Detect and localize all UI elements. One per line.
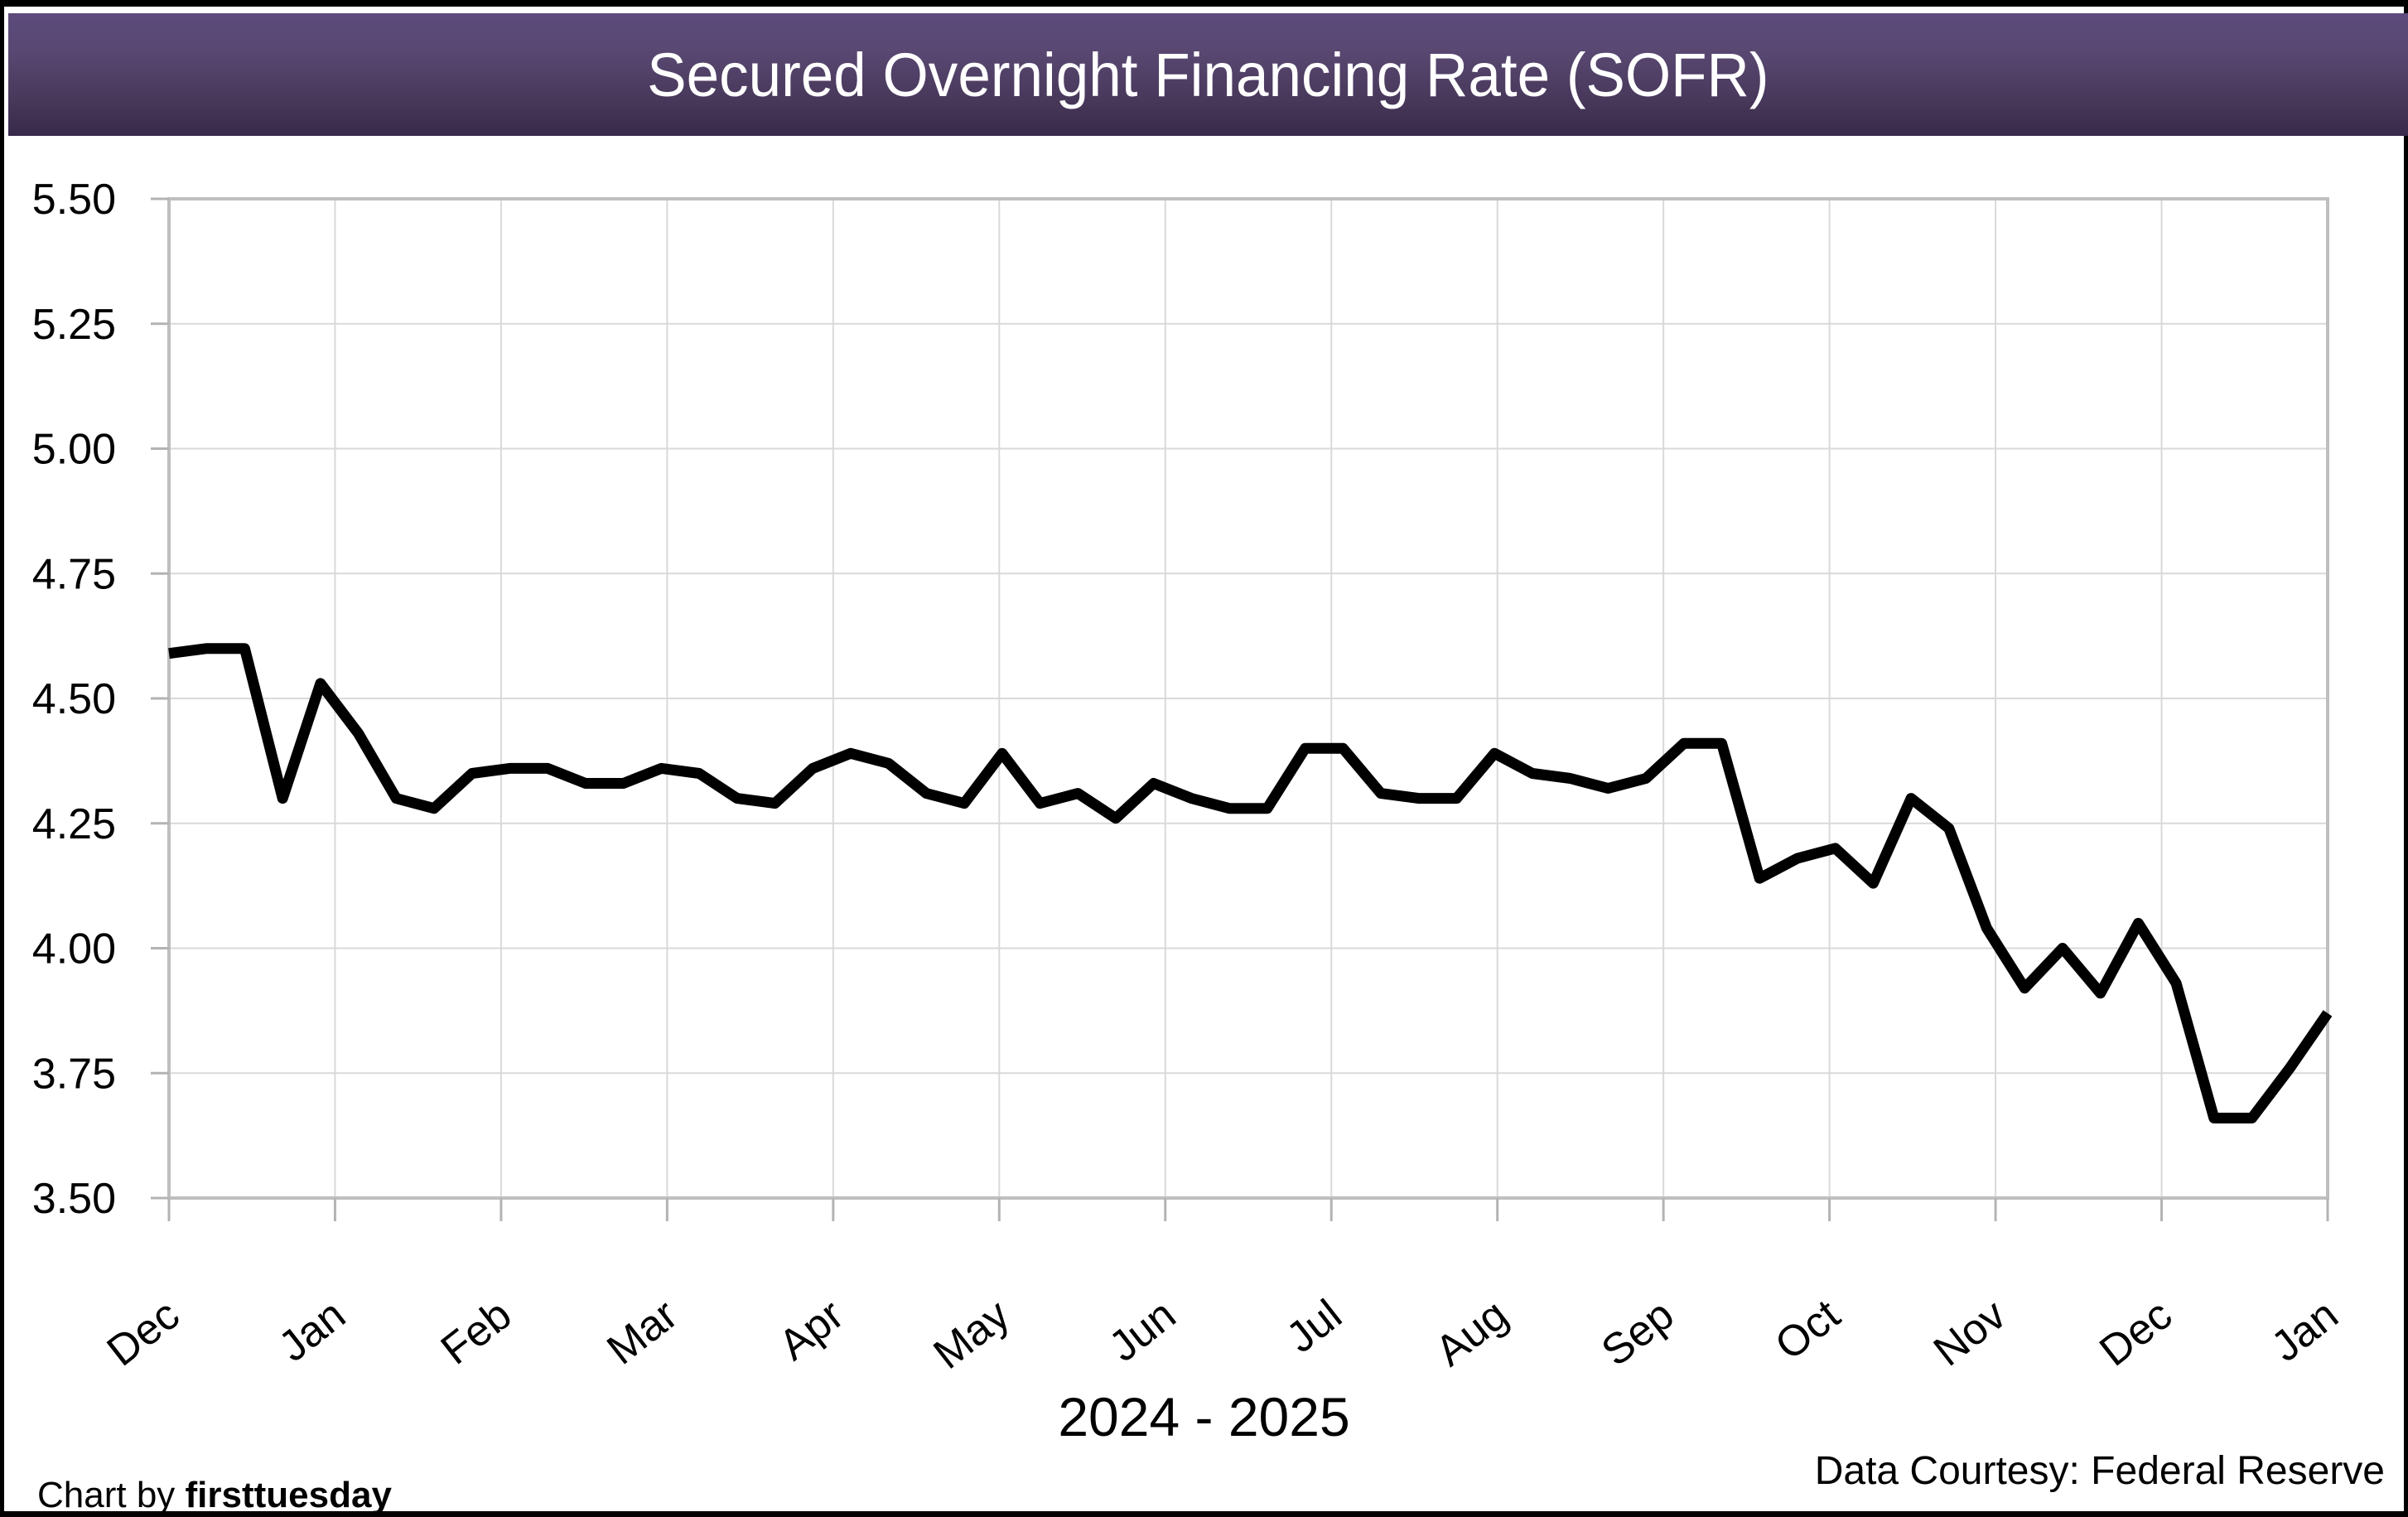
- y-axis-tick-label: 5.25: [32, 301, 116, 349]
- y-axis-tick-label: 4.50: [32, 675, 116, 723]
- x-month-label: Mar: [598, 1291, 686, 1374]
- x-month-label: Aug: [1426, 1291, 1517, 1376]
- y-axis-tick-label: 4.00: [32, 925, 116, 973]
- x-month-label: Jun: [1100, 1291, 1185, 1371]
- x-month-label: Dec: [2091, 1291, 2181, 1376]
- y-axis-tick-label: 5.50: [32, 176, 116, 224]
- y-axis-tick-label: 4.75: [32, 550, 116, 598]
- y-axis-tick-label: 5.00: [32, 426, 116, 474]
- data-courtesy-label: Data Courtesy: Federal Reserve: [1814, 1449, 2385, 1493]
- page-title: Secured Overnight Financing Rate (SOFR): [647, 40, 1769, 109]
- x-month-label: Oct: [1767, 1290, 1850, 1370]
- title-banner: Secured Overnight Financing Rate (SOFR): [8, 13, 2408, 136]
- chart-credit-prefix: Chart by: [37, 1475, 186, 1515]
- x-month-label: Jan: [2263, 1291, 2348, 1371]
- x-month-label: Jan: [270, 1291, 355, 1371]
- x-month-label: Sep: [1593, 1291, 1683, 1376]
- x-month-label: Jul: [1278, 1291, 1351, 1363]
- x-month-label: May: [925, 1291, 1019, 1379]
- chart-credit: Chart by firsttuesday: [37, 1475, 392, 1516]
- y-axis-tick-label: 4.25: [32, 800, 116, 848]
- x-axis-period-label: 2024 - 2025: [1058, 1386, 1350, 1447]
- y-axis-tick-label: 3.75: [32, 1050, 116, 1098]
- x-month-label: Dec: [99, 1291, 189, 1376]
- x-month-label: Apr: [770, 1291, 852, 1370]
- y-axis-tick-label: 3.50: [32, 1175, 116, 1223]
- x-month-label: Feb: [432, 1291, 520, 1374]
- chart-credit-brand: firsttuesday: [185, 1475, 392, 1515]
- x-month-label: Nov: [1925, 1291, 2015, 1376]
- sofr-line: [168, 643, 2333, 1123]
